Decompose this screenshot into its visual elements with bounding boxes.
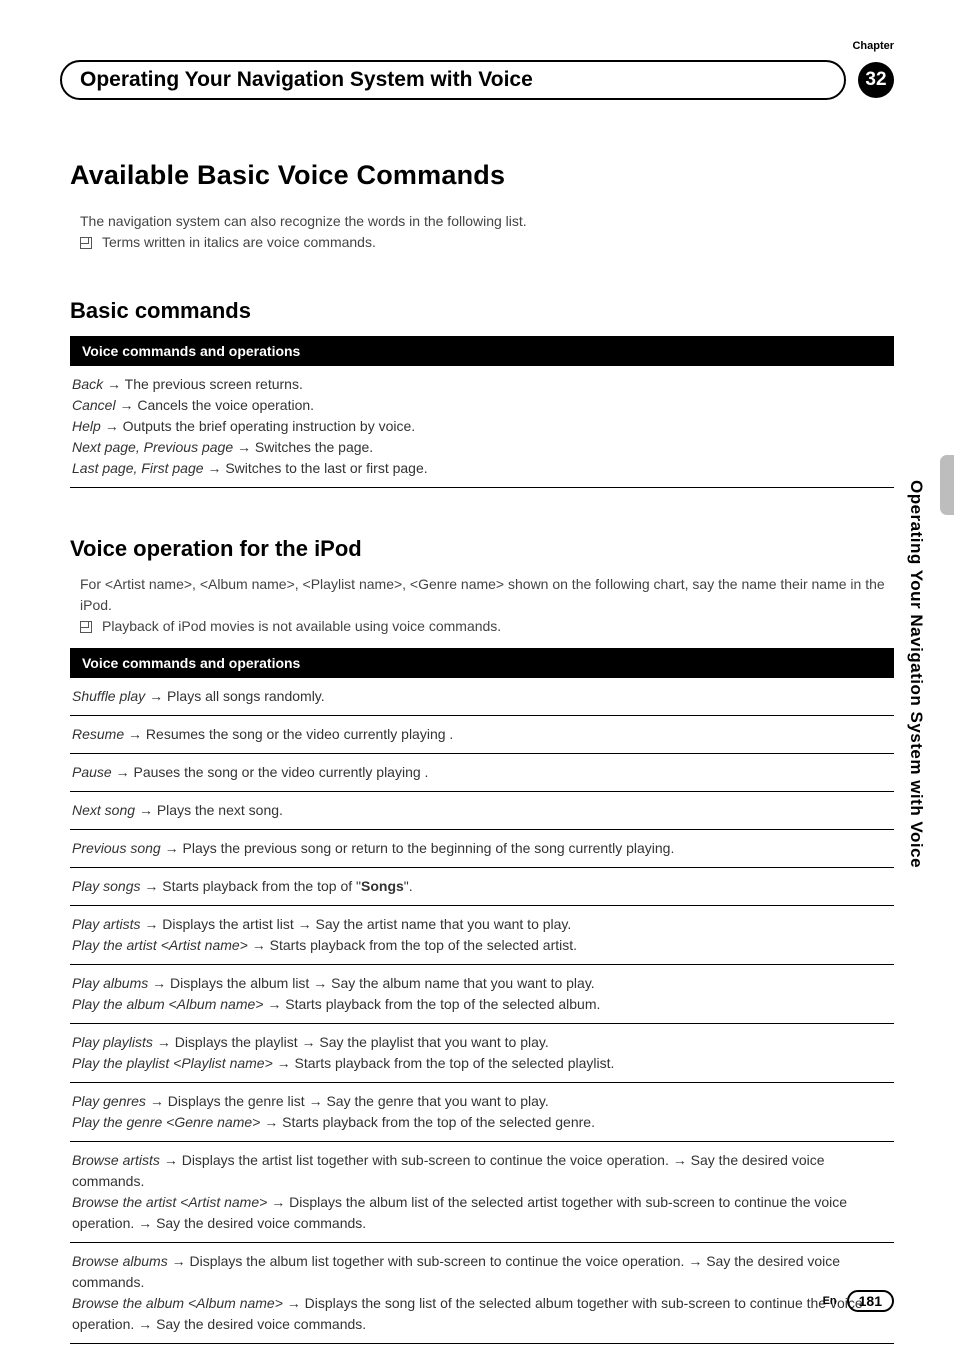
row-browse-artists: Browse artists → Displays the artist lis… <box>70 1142 894 1243</box>
chapter-label: Chapter <box>852 40 894 52</box>
cmd-help: Help <box>72 418 101 434</box>
note-icon <box>80 237 92 249</box>
row-next-song: Next song → Plays the next song. <box>70 792 894 830</box>
footer-lang: En <box>823 1295 837 1307</box>
cmd-back: Back <box>72 376 103 392</box>
side-tab <box>940 455 954 515</box>
row-play-artists: Play artists → Displays the artist list … <box>70 906 894 965</box>
row-play-songs: Play songs → Starts playback from the to… <box>70 868 894 906</box>
basic-heading: Basic commands <box>70 298 894 324</box>
ipod-note: Playback of iPod movies is not available… <box>102 618 501 634</box>
intro-note: Terms written in italics are voice comma… <box>102 234 376 250</box>
intro-text: The navigation system can also recognize… <box>70 211 894 231</box>
header-pill: Operating Your Navigation System with Vo… <box>60 60 846 100</box>
footer-page-number: 181 <box>847 1290 894 1312</box>
ipod-intro: For <Artist name>, <Album name>, <Playli… <box>70 574 894 615</box>
header-row: Operating Your Navigation System with Vo… <box>60 60 894 100</box>
row-shuffle: Shuffle play → Plays all songs randomly. <box>70 678 894 716</box>
footer: En 181 <box>823 1290 894 1312</box>
cmd-cancel: Cancel <box>72 397 116 413</box>
cmd-last-first-page: Last page, First page <box>72 460 204 476</box>
intro-note-row: Terms written in italics are voice comma… <box>70 234 894 250</box>
row-pause: Pause → Pauses the song or the video cur… <box>70 754 894 792</box>
basic-bar: Voice commands and operations <box>70 336 894 366</box>
row-browse-albums: Browse albums → Displays the album list … <box>70 1243 894 1344</box>
side-vertical-title: Operating Your Navigation System with Vo… <box>906 480 926 868</box>
row-play-playlists: Play playlists → Displays the playlist →… <box>70 1024 894 1083</box>
row-prev-song: Previous song → Plays the previous song … <box>70 830 894 868</box>
row-play-albums: Play albums → Displays the album list → … <box>70 965 894 1024</box>
ipod-heading: Voice operation for the iPod <box>70 536 894 562</box>
row-resume: Resume → Resumes the song or the video c… <box>70 716 894 754</box>
header-title: Operating Your Navigation System with Vo… <box>80 68 533 92</box>
main-heading: Available Basic Voice Commands <box>70 160 894 191</box>
basic-rows: Back → The previous screen returns. Canc… <box>70 366 894 488</box>
ipod-note-row: Playback of iPod movies is not available… <box>70 618 894 634</box>
chapter-number-badge: 32 <box>858 62 894 98</box>
cmd-next-prev-page: Next page, Previous page <box>72 439 233 455</box>
ipod-bar: Voice commands and operations <box>70 648 894 678</box>
row-play-genres: Play genres → Displays the genre list → … <box>70 1083 894 1142</box>
note-icon <box>80 621 92 633</box>
